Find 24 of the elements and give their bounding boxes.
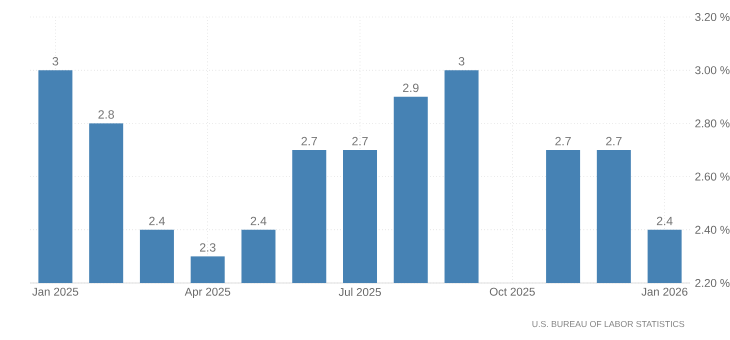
y-tick-label: 3.20 % [695,12,730,22]
data-label: 2.7 [555,136,571,146]
data-label: 2.8 [98,110,114,119]
x-tick-label: Jan 2026 [641,288,688,296]
data-label: 2.9 [403,84,419,92]
y-tick-label: 2.20 % [695,279,730,288]
data-label: 2.7 [352,136,368,146]
x-tick-label: Jan 2025 [32,288,78,296]
x-tick-label: Apr 2025 [184,288,230,298]
data-label: 2.4 [250,216,266,226]
data-label: 2.7 [302,136,317,146]
x-tick-label: Oct 2025 [490,288,535,296]
data-label: 3 [458,56,464,66]
data-label: 2.4 [149,216,165,226]
y-tick-label: 2.80 % [695,119,730,128]
y-tick-label: 2.60 % [695,172,730,181]
data-label: 2.4 [656,216,673,226]
x-tick-label: Jul 2025 [338,288,381,296]
y-tick-label: 2.40 % [695,226,730,234]
data-label: 3 [52,56,58,66]
data-label: 2.7 [606,136,622,146]
text: U.S. BUREAU OF LABOR STATISTICS [532,320,684,328]
data-label: 2.3 [200,243,216,252]
y-tick-label: 3.00 % [695,66,730,74]
